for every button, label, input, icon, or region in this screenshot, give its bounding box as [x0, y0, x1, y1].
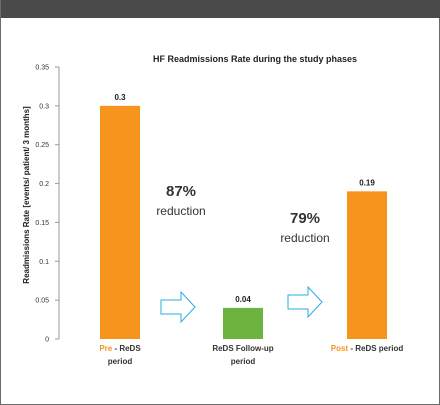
top-bar [1, 0, 440, 18]
bars [100, 105, 387, 339]
category-label: Pre - ReDS [99, 344, 141, 353]
y-axis: 0 0.05 0.1 0.15 0.2 0.25 0.3 0.35 [35, 65, 60, 344]
chart-title: HF Readmissions Rate during the study ph… [153, 54, 357, 64]
bar [223, 307, 263, 339]
category-label-line2: period [231, 357, 256, 366]
arrow-icon [160, 290, 196, 324]
y-tick-label: 0.35 [35, 65, 49, 72]
data-label: 0.04 [235, 295, 251, 304]
y-axis-label: Readmissions Rate [events/ patient/ 3 mo… [22, 106, 31, 284]
bar [100, 105, 140, 339]
arrows [160, 285, 323, 324]
category-label: Post - ReDS period [331, 344, 404, 353]
bar [347, 191, 387, 339]
annotation-1-text: reduction [156, 204, 205, 218]
data-label: 0.19 [359, 178, 375, 187]
annotation-2-text: reduction [280, 231, 329, 245]
annotation-2-percent: 79% [290, 210, 320, 227]
category-labels: Pre - ReDS period ReDS Follow-up period Post… [99, 344, 403, 366]
y-tick-label: 0.1 [39, 259, 49, 266]
arrow-icon [287, 285, 323, 319]
data-label: 0.3 [114, 93, 126, 102]
data-labels: 0.3 0.04 0.19 [114, 93, 375, 304]
category-label-line2: period [108, 357, 133, 366]
y-tick-label: 0.15 [35, 220, 49, 227]
y-tick-label: 0.25 [35, 142, 49, 149]
y-tick-label: 0 [45, 337, 49, 344]
category-label: ReDS Follow-up [212, 344, 273, 353]
y-tick-label: 0.2 [39, 181, 49, 188]
y-tick-label: 0.3 [39, 103, 49, 110]
y-tick-label: 0.05 [35, 298, 49, 305]
annotation-1-percent: 87% [166, 183, 196, 200]
